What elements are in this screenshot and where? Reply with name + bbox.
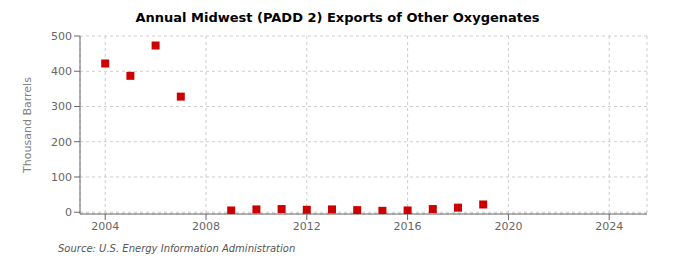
svg-text:2008: 2008 <box>192 220 220 233</box>
html-text:Source: U.S. Energy Informatio: Source: U.S. Energy Information Administ… <box>58 243 296 254</box>
svg-text:200: 200 <box>51 136 72 149</box>
svg-text:0: 0 <box>65 206 72 219</box>
svg-text:2004: 2004 <box>91 220 119 233</box>
svg-text:2016: 2016 <box>394 220 422 233</box>
svg-text:2020: 2020 <box>494 220 522 233</box>
svg-text:2024: 2024 <box>595 220 623 233</box>
svg-text:Thousand Barrels: Thousand Barrels <box>21 77 34 174</box>
html-text:Annual Midwest (PADD 2) Export: Annual Midwest (PADD 2) Exports of Other… <box>135 10 540 25</box>
svg-text:2012: 2012 <box>293 220 321 233</box>
svg-text:100: 100 <box>51 171 72 184</box>
svg-text:500: 500 <box>51 30 72 43</box>
svg-text:300: 300 <box>51 100 72 113</box>
svg-text:400: 400 <box>51 65 72 78</box>
